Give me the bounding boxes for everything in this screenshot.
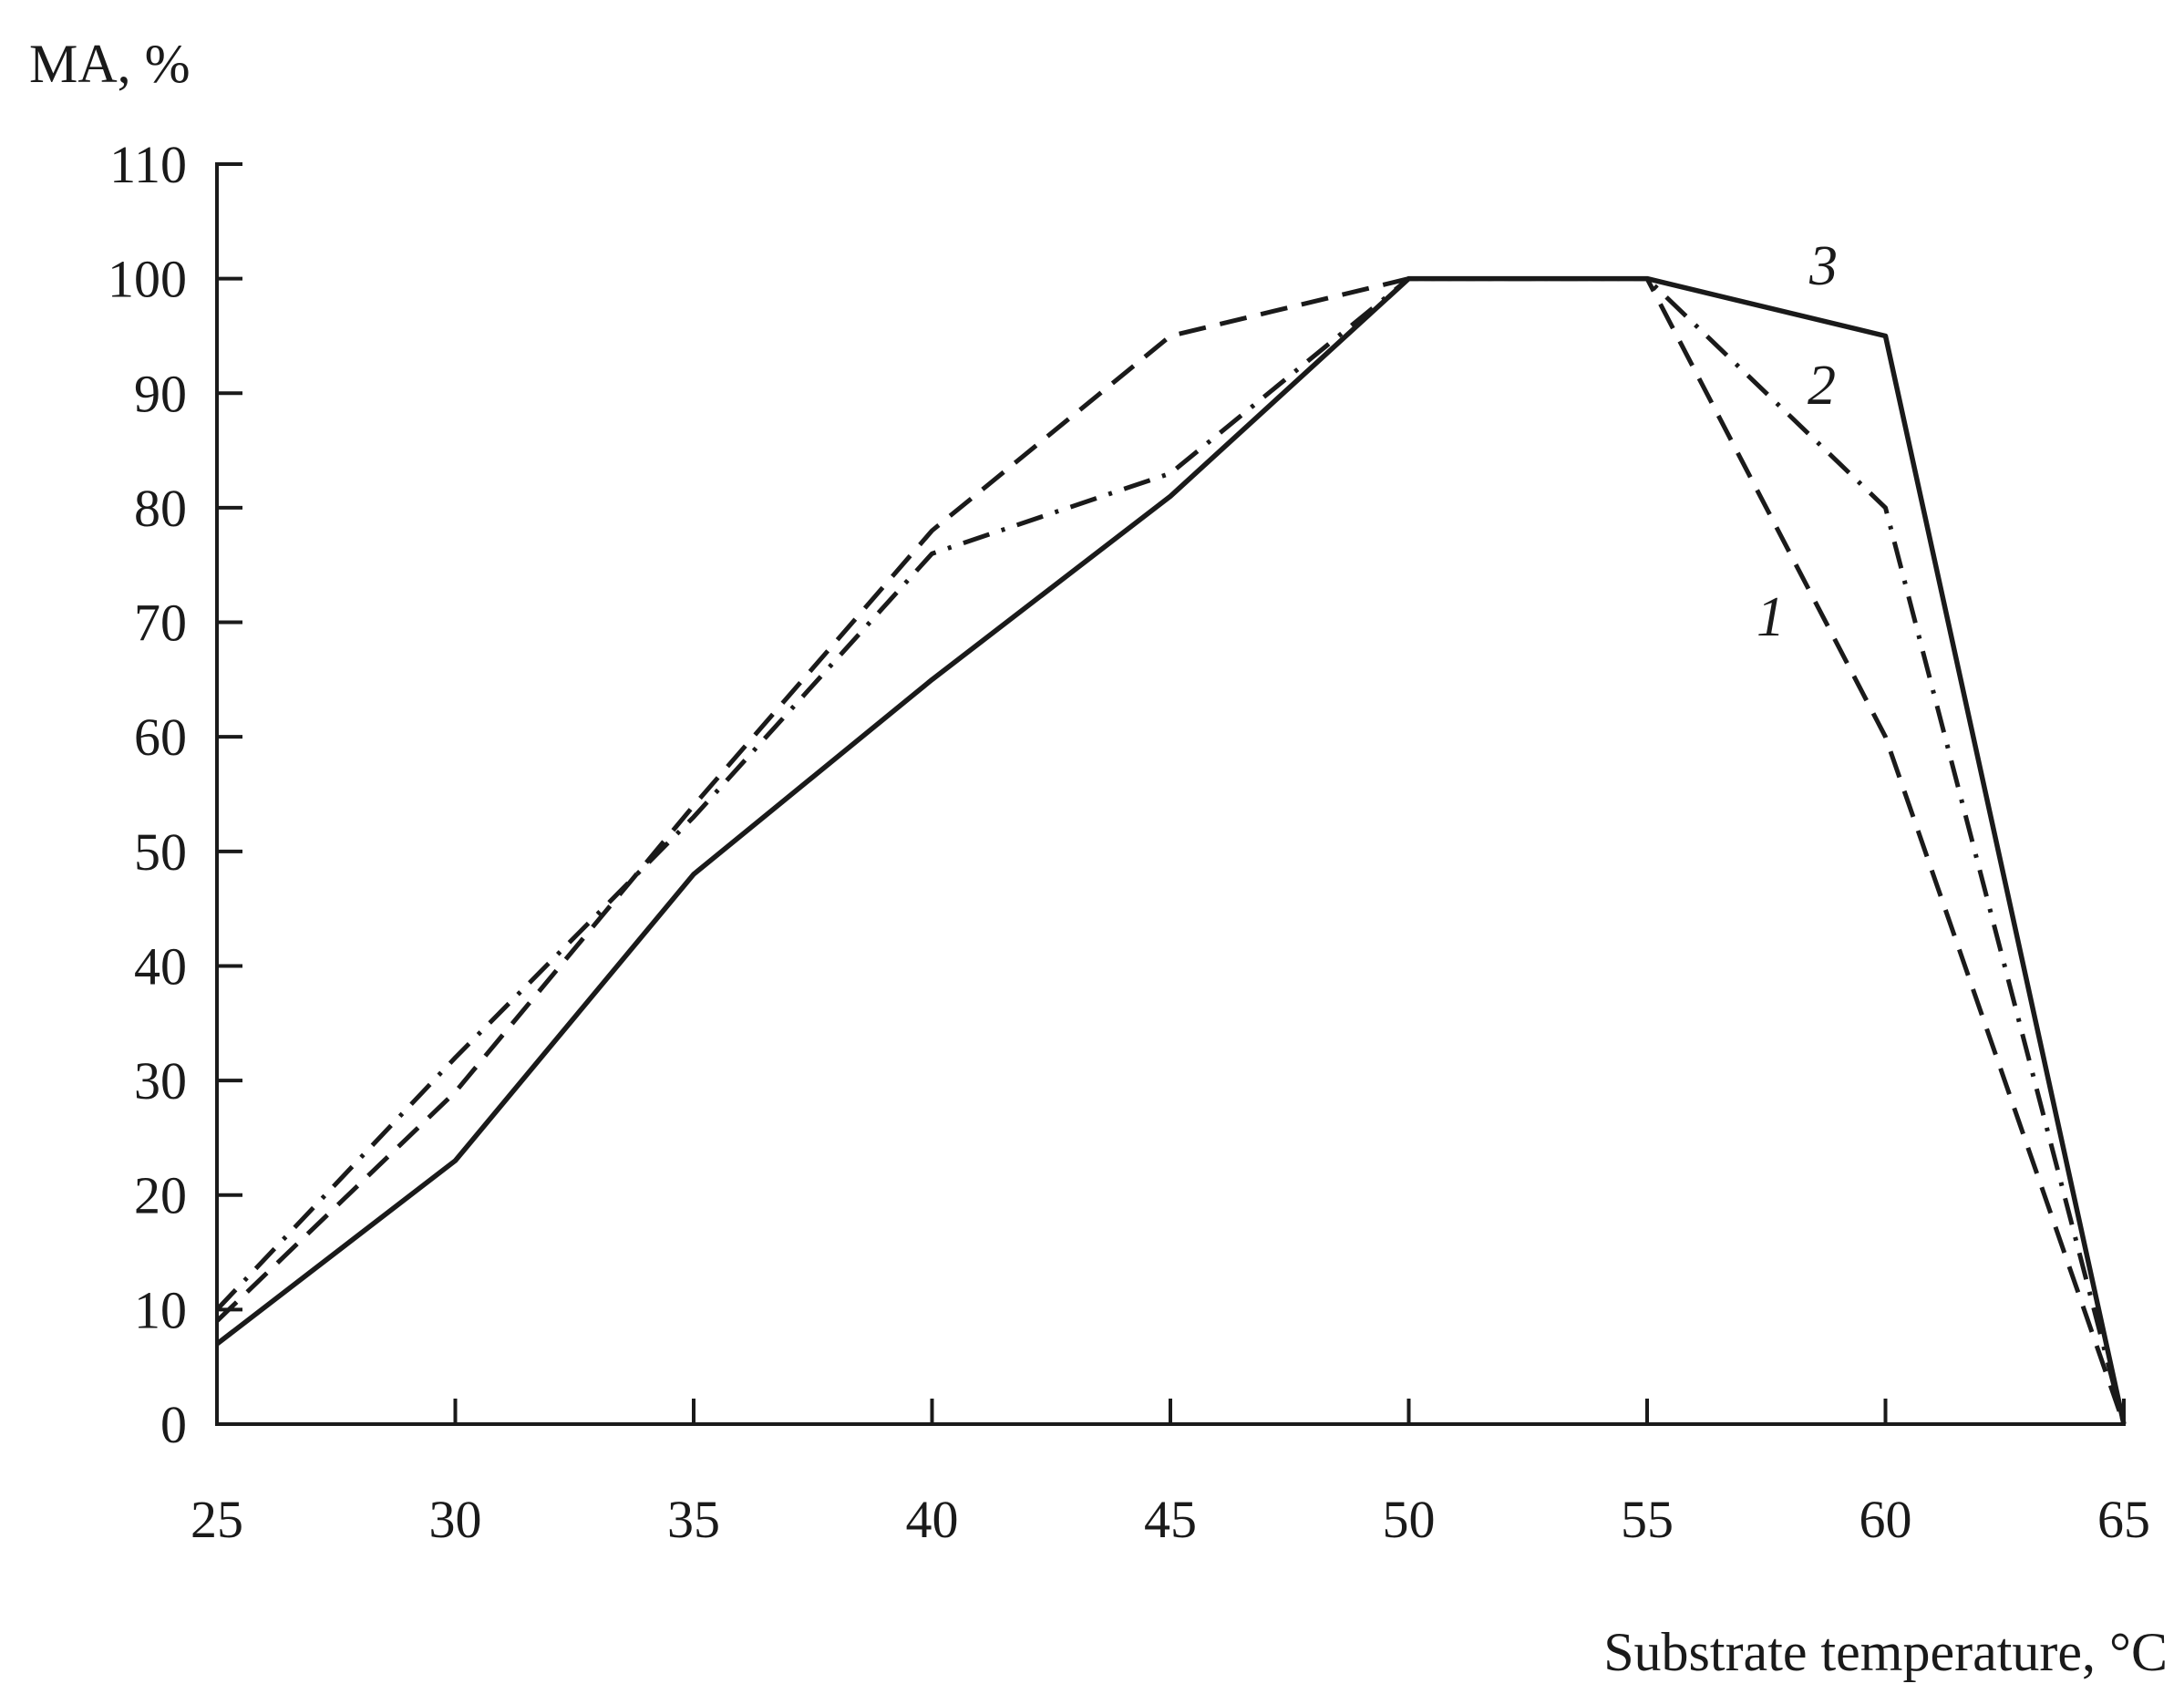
curve-label-1: 1 (1756, 586, 1785, 648)
x-axis-title: Substrate temperature, °C (1603, 1622, 2168, 1682)
series-layer (215, 275, 2127, 1425)
y-axis-ticks: 0 10 20 30 40 50 60 70 80 90 100 110 (108, 135, 242, 1454)
y-tick-label: 50 (134, 822, 187, 882)
y-axis-title: MA, % (29, 34, 191, 94)
x-tick-label: 30 (429, 1490, 482, 1549)
x-tick-label: 65 (2097, 1490, 2150, 1549)
y-tick-label: 0 (160, 1395, 187, 1454)
y-tick-label: 40 (134, 936, 187, 996)
series-1-point (694, 805, 695, 806)
x-axis-ticks: 25 30 35 40 45 50 55 60 65 (191, 1399, 2150, 1549)
series-1-point (455, 1091, 456, 1092)
curve-label-3: 3 (1808, 235, 1838, 297)
x-tick-label: 35 (667, 1490, 720, 1549)
x-tick-label: 45 (1144, 1490, 1197, 1549)
x-tick-label: 60 (1859, 1490, 1912, 1549)
y-tick-label: 100 (108, 250, 187, 309)
x-tick-label: 40 (906, 1490, 959, 1549)
series-line-1 (215, 276, 2127, 1425)
x-tick-label: 50 (1383, 1490, 1436, 1549)
x-tick-label: 55 (1621, 1490, 1674, 1549)
series-line-3 (215, 275, 2127, 1425)
x-tick-label: 25 (191, 1490, 243, 1549)
y-tick-label: 110 (109, 135, 187, 194)
y-tick-label: 60 (134, 708, 187, 767)
y-tick-label: 30 (134, 1051, 187, 1110)
curve-label-2: 2 (1808, 355, 1836, 417)
y-tick-label: 80 (134, 479, 187, 538)
y-tick-label: 90 (134, 364, 187, 423)
y-tick-label: 20 (134, 1166, 187, 1225)
y-tick-label: 10 (134, 1280, 187, 1339)
series-2-point (1170, 473, 1171, 474)
series-line-2 (215, 276, 2127, 1425)
y-tick-label: 70 (134, 594, 187, 653)
